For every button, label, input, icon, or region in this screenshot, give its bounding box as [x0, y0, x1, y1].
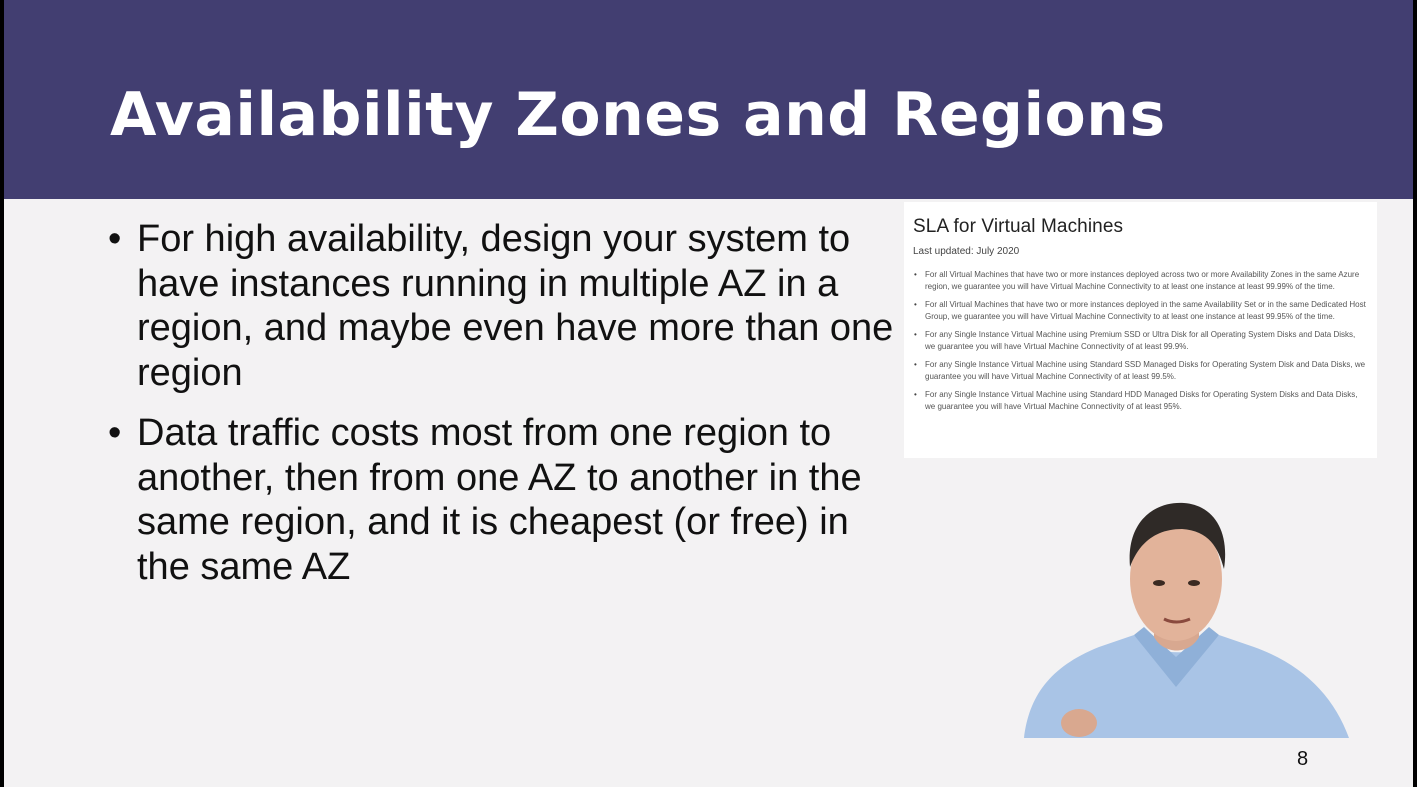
presentation-slide: Availability Zones and Regions • For hig… [4, 0, 1413, 787]
title-bar: Availability Zones and Regions [4, 0, 1413, 199]
collar-shape [1134, 627, 1219, 687]
presenter-illustration [1024, 502, 1349, 738]
bullet-marker: • [108, 412, 122, 454]
bullet-icon: • [914, 330, 917, 339]
bullet-icon: • [914, 300, 917, 309]
sla-list-item: • For any Single Instance Virtual Machine… [913, 329, 1367, 353]
shirt-shape [1024, 635, 1349, 738]
bullet-icon: • [914, 360, 917, 369]
page-number: 8 [1297, 748, 1309, 770]
sla-item-text: For any Single Instance Virtual Machine … [925, 390, 1358, 411]
bullet-icon: • [914, 390, 917, 399]
presenter-video [1004, 487, 1350, 738]
sla-screenshot: SLA for Virtual Machines Last updated: J… [904, 202, 1377, 458]
sla-list-item: • For all Virtual Machines that have two … [913, 299, 1367, 323]
sla-item-text: For all Virtual Machines that have two o… [925, 300, 1366, 321]
sla-item-text: For all Virtual Machines that have two o… [925, 270, 1360, 291]
mouth-shape [1163, 617, 1191, 624]
sla-item-text: For any Single Instance Virtual Machine … [925, 360, 1366, 381]
slide-title: Availability Zones and Regions [110, 80, 1166, 150]
sla-list-item: • For all Virtual Machines that have two … [913, 269, 1367, 293]
bullet-item: • For high availability, design your sys… [108, 217, 898, 395]
bullet-item: • Data traffic costs most from one regio… [108, 411, 898, 589]
sla-item-text: For any Single Instance Virtual Machine … [925, 330, 1356, 351]
sla-last-updated: Last updated: July 2020 [913, 246, 1020, 257]
bullet-marker: • [108, 218, 122, 260]
bullet-text: For high availability, design your syste… [137, 218, 894, 394]
bullet-icon: • [914, 270, 917, 279]
hair-shape [1129, 502, 1226, 569]
sla-list-item: • For any Single Instance Virtual Machine… [913, 359, 1367, 383]
hand-shape [1061, 709, 1097, 737]
sla-list: • For all Virtual Machines that have two … [913, 269, 1367, 413]
face-shape [1130, 517, 1222, 641]
bullet-text: Data traffic costs most from one region … [137, 412, 862, 588]
sla-list-item: • For any Single Instance Virtual Machine… [913, 389, 1367, 413]
bullet-list: • For high availability, design your sys… [108, 217, 898, 605]
right-eye-shape [1188, 580, 1200, 586]
sla-title: SLA for Virtual Machines [913, 216, 1124, 237]
left-eye-shape [1153, 580, 1165, 586]
